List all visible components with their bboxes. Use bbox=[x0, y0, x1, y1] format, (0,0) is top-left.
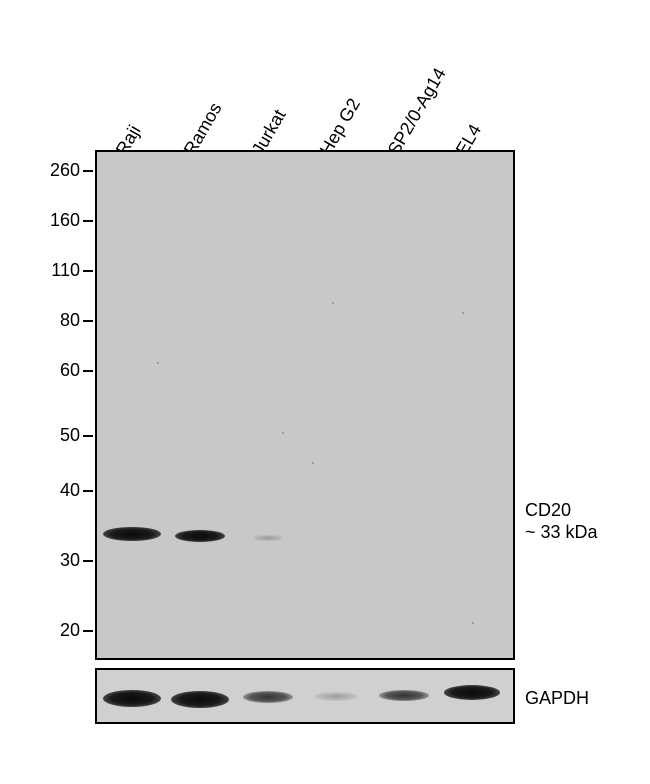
marker-label: 260 bbox=[40, 160, 80, 181]
noise-speck bbox=[312, 462, 314, 464]
marker-label: 110 bbox=[40, 260, 80, 281]
noise-speck bbox=[157, 362, 159, 364]
band-gapdh bbox=[314, 692, 358, 701]
band-gapdh bbox=[243, 691, 293, 703]
marker-label: 60 bbox=[40, 360, 80, 381]
lane-label: SP2/0-Ag14 bbox=[384, 64, 451, 159]
marker-label: 40 bbox=[40, 480, 80, 501]
band-gapdh bbox=[103, 690, 161, 707]
protein-label: ~ 33 kDa bbox=[525, 522, 598, 543]
band-cd20 bbox=[175, 530, 225, 542]
noise-speck bbox=[332, 302, 334, 304]
noise-speck bbox=[462, 312, 464, 314]
marker-tick bbox=[83, 435, 93, 437]
noise-speck bbox=[472, 622, 474, 624]
marker-label: 160 bbox=[40, 210, 80, 231]
marker-tick bbox=[83, 220, 93, 222]
protein-label: GAPDH bbox=[525, 688, 589, 709]
band-gapdh bbox=[171, 691, 229, 708]
blot-figure: RajiRamosJurkatHep G2SP2/0-Ag14EL4 260 16… bbox=[30, 20, 630, 760]
marker-tick bbox=[83, 270, 93, 272]
marker-tick bbox=[83, 630, 93, 632]
marker-label: 20 bbox=[40, 620, 80, 641]
marker-tick bbox=[83, 320, 93, 322]
blot-panel-cd20 bbox=[95, 150, 515, 660]
blot-panel-gapdh bbox=[95, 668, 515, 724]
band-gapdh bbox=[444, 685, 500, 700]
protein-label: CD20 bbox=[525, 500, 571, 521]
noise-speck bbox=[282, 432, 284, 434]
lane-labels-group: RajiRamosJurkatHep G2SP2/0-Ag14EL4 bbox=[30, 20, 630, 150]
band-cd20 bbox=[103, 527, 161, 541]
marker-label: 80 bbox=[40, 310, 80, 331]
marker-label: 50 bbox=[40, 425, 80, 446]
marker-label: 30 bbox=[40, 550, 80, 571]
marker-tick bbox=[83, 560, 93, 562]
band-cd20 bbox=[253, 535, 283, 541]
marker-tick bbox=[83, 370, 93, 372]
marker-tick bbox=[83, 490, 93, 492]
marker-tick bbox=[83, 170, 93, 172]
band-gapdh bbox=[379, 690, 429, 701]
